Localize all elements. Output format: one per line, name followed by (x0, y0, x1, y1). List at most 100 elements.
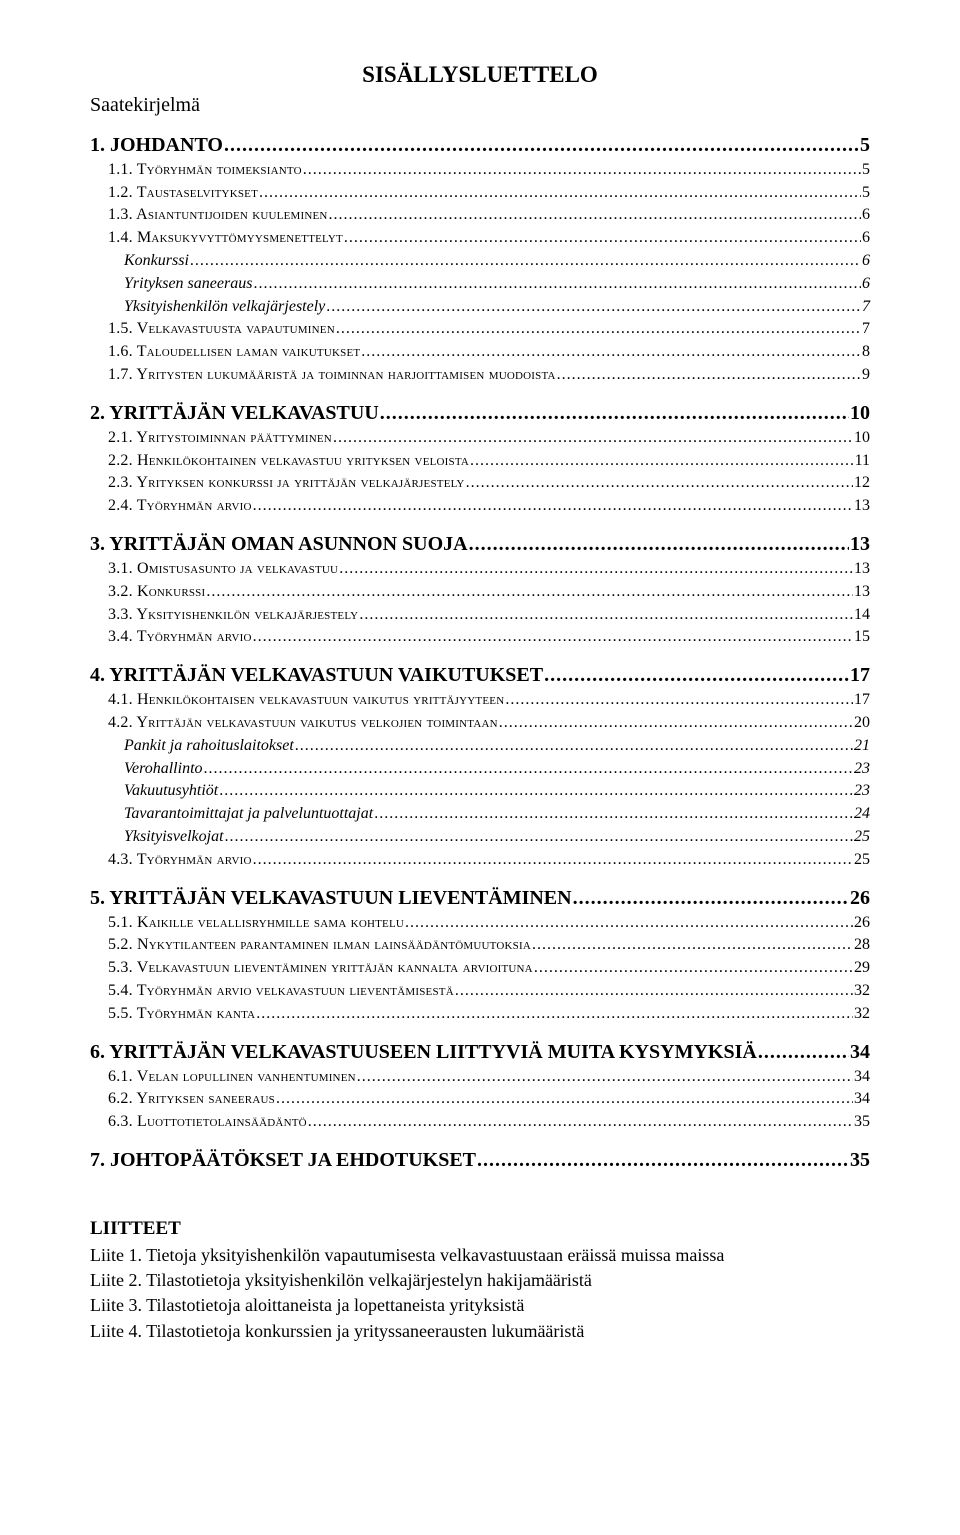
toc-label: 5.5. Työryhmän kanta (108, 1004, 255, 1025)
toc-container: 1. JOHDANTO51.1. Työryhmän toimeksianto5… (90, 132, 870, 1173)
toc-entry: 1.7. Yritysten lukumääristä ja toiminnan… (108, 365, 870, 386)
toc-entry: 5.1. Kaikille velallisryhmille sama koht… (108, 913, 870, 934)
toc-page: 23 (854, 781, 870, 802)
toc-dots (469, 531, 849, 557)
toc-dots (224, 132, 859, 158)
toc-dots (276, 1089, 853, 1110)
toc-page: 6 (862, 274, 870, 295)
toc-page: 25 (854, 827, 870, 848)
toc-dots (256, 1004, 853, 1025)
toc-label: 2. YRITTÄJÄN VELKAVASTUU (90, 400, 379, 426)
toc-page: 9 (862, 365, 870, 386)
toc-label: 3.2. Konkurssi (108, 582, 205, 603)
toc-page: 13 (850, 531, 870, 557)
toc-label: 3. YRITTÄJÄN OMAN ASUNNON SUOJA (90, 531, 468, 557)
toc-dots (573, 885, 849, 911)
toc-entry: 1. JOHDANTO5 (90, 132, 870, 158)
toc-page: 34 (854, 1067, 870, 1088)
toc-page: 6 (862, 228, 870, 249)
toc-page: 6 (862, 251, 870, 272)
toc-label: 6. YRITTÄJÄN VELKAVASTUUSEEN LIITTYVIÄ M… (90, 1039, 757, 1065)
toc-entry: 2.1. Yritystoiminnan päättyminen10 (108, 428, 870, 449)
toc-page: 11 (855, 451, 870, 472)
toc-label: 1.3. Asiantuntijoiden kuuleminen (108, 205, 328, 226)
appendix-line: Liite 4. Tilastotietoja konkurssien ja y… (90, 1320, 870, 1343)
toc-label: 4.1. Henkilökohtaisen velkavastuun vaiku… (108, 690, 504, 711)
toc-label: Pankit ja rahoituslaitokset (124, 736, 294, 757)
toc-label: 5. YRITTÄJÄN VELKAVASTUUN LIEVENTÄMINEN (90, 885, 572, 911)
toc-entry: 7. JOHTOPÄÄTÖKSET JA EHDOTUKSET 35 (90, 1147, 870, 1173)
toc-label: 5.1. Kaikille velallisryhmille sama koht… (108, 913, 404, 934)
toc-page: 21 (854, 736, 870, 757)
toc-label: 5.3. Velkavastuun lieventäminen yrittäjä… (108, 958, 533, 979)
toc-label: 3.4. Työryhmän arvio (108, 627, 252, 648)
toc-dots (758, 1039, 849, 1065)
toc-entry: 5. YRITTÄJÄN VELKAVASTUUN LIEVENTÄMINEN 2… (90, 885, 870, 911)
toc-dots (359, 605, 853, 626)
toc-entry: 6.3. Luottotietolainsäädäntö35 (108, 1112, 870, 1133)
appendices-header: LIITTEET (90, 1217, 870, 1242)
toc-page: 14 (854, 605, 870, 626)
toc-entry: Yrityksen saneeraus6 (124, 274, 870, 295)
toc-page: 28 (854, 935, 870, 956)
toc-label: 1.4. Maksukyvyttömyysmenettelyt (108, 228, 343, 249)
toc-label: 3.3. Yksityishenkilön velkajärjestely (108, 605, 358, 626)
toc-dots (532, 935, 853, 956)
toc-label: 1.2. Taustaselvitykset (108, 183, 258, 204)
toc-entry: 2.2. Henkilökohtainen velkavastuu yrityk… (108, 451, 870, 472)
toc-entry: 2. YRITTÄJÄN VELKAVASTUU 10 (90, 400, 870, 426)
toc-entry: 1.5. Velkavastuusta vapautuminen7 (108, 319, 870, 340)
toc-label: 1. JOHDANTO (90, 132, 223, 158)
toc-entry: 4. YRITTÄJÄN VELKAVASTUUN VAIKUTUKSET17 (90, 662, 870, 688)
toc-entry: 1.2. Taustaselvitykset5 (108, 183, 870, 204)
toc-label: 5.2. Nykytilanteen parantaminen ilman la… (108, 935, 531, 956)
toc-dots (259, 183, 861, 204)
toc-entry: 5.3. Velkavastuun lieventäminen yrittäjä… (108, 958, 870, 979)
toc-page: 23 (854, 759, 870, 780)
toc-dots (557, 365, 861, 386)
toc-page: 7 (862, 319, 870, 340)
appendices-container: Liite 1. Tietoja yksityishenkilön vapaut… (90, 1244, 870, 1344)
toc-page: 13 (854, 582, 870, 603)
toc-page: 35 (850, 1147, 870, 1173)
toc-dots (477, 1147, 849, 1173)
toc-label: 7. JOHTOPÄÄTÖKSET JA EHDOTUKSET (90, 1147, 476, 1173)
toc-page: 15 (854, 627, 870, 648)
toc-dots (253, 274, 861, 295)
toc-entry: Yksityisvelkojat25 (124, 827, 870, 848)
toc-dots (253, 850, 853, 871)
toc-label: Tavarantoimittajat ja palveluntuottajat (124, 804, 373, 825)
toc-label: 4.3. Työryhmän arvio (108, 850, 252, 871)
toc-label: 2.4. Työryhmän arvio (108, 496, 252, 517)
toc-label: 6.1. Velan lopullinen vanhentuminen (108, 1067, 356, 1088)
toc-label: 4.2. Yrittäjän velkavastuun vaikutus vel… (108, 713, 498, 734)
toc-dots (344, 228, 861, 249)
toc-label: 6.2. Yrityksen saneeraus (108, 1089, 275, 1110)
toc-page: 10 (850, 400, 870, 426)
toc-entry: 3.3. Yksityishenkilön velkajärjestely 14 (108, 605, 870, 626)
toc-page: 26 (850, 885, 870, 911)
toc-entry: 3. YRITTÄJÄN OMAN ASUNNON SUOJA 13 (90, 531, 870, 557)
toc-dots (303, 160, 861, 181)
toc-entry: 5.4. Työryhmän arvio velkavastuun lieven… (108, 981, 870, 1002)
toc-page: 34 (854, 1089, 870, 1110)
toc-dots (219, 781, 853, 802)
toc-page: 8 (862, 342, 870, 363)
toc-dots (544, 662, 849, 688)
toc-page: 7 (862, 297, 870, 318)
appendix-line: Liite 3. Tilastotietoja aloittaneista ja… (90, 1294, 870, 1317)
toc-entry: 1.1. Työryhmän toimeksianto5 (108, 160, 870, 181)
toc-label: 2.1. Yritystoiminnan päättyminen (108, 428, 332, 449)
toc-page: 12 (854, 473, 870, 494)
toc-page: 17 (850, 662, 870, 688)
toc-entry: Yksityishenkilön velkajärjestely7 (124, 297, 870, 318)
toc-dots (329, 205, 861, 226)
toc-entry: 6.1. Velan lopullinen vanhentuminen 34 (108, 1067, 870, 1088)
toc-page: 24 (854, 804, 870, 825)
toc-dots (405, 913, 853, 934)
toc-dots (455, 981, 853, 1002)
toc-page: 13 (854, 559, 870, 580)
toc-label: 1.7. Yritysten lukumääristä ja toiminnan… (108, 365, 556, 386)
toc-label: 1.6. Taloudellisen laman vaikutukset (108, 342, 360, 363)
toc-entry: Tavarantoimittajat ja palveluntuottajat 2… (124, 804, 870, 825)
